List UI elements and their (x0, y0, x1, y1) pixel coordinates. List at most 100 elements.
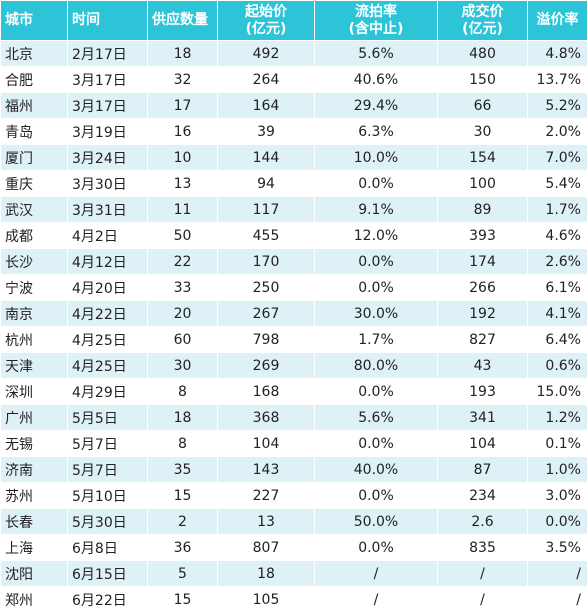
cell-city: 合肥 (0, 66, 68, 93)
cell-fail-rate: 5.6% (314, 40, 438, 67)
header-deal-price-line1: 成交价 (461, 3, 504, 20)
cell-deal-price: 66 (437, 92, 528, 119)
cell-premium: 5.2% (527, 92, 587, 119)
cell-deal-price: / (437, 586, 528, 613)
cell-deal-price: 835 (437, 534, 528, 561)
cell-premium: 5.4% (527, 170, 587, 197)
cell-premium: 3.0% (527, 482, 587, 509)
cell-supply: 32 (147, 66, 218, 93)
cell-deal-price: 174 (437, 248, 528, 275)
cell-deal-price: 192 (437, 300, 528, 327)
cell-fail-rate: 1.7% (314, 326, 438, 353)
table-row: 青岛 3月19日 16 39 6.3% 30 2.0% (0, 118, 587, 145)
cell-date: 6月15日 (67, 560, 148, 587)
table-row: 合肥 3月17日 32 264 40.6% 150 13.7% (0, 66, 587, 93)
cell-supply: 16 (147, 118, 218, 145)
cell-premium: 0.6% (527, 352, 587, 379)
table-row: 上海 6月8日 36 807 0.0% 835 3.5% (0, 534, 587, 561)
cell-city: 深圳 (0, 378, 68, 405)
header-city: 城市 (0, 0, 68, 41)
cell-date: 3月17日 (67, 66, 148, 93)
cell-date: 3月31日 (67, 196, 148, 223)
header-fail-rate: 流拍率 (含中止) (314, 0, 438, 41)
table-row: 天津 4月25日 30 269 80.0% 43 0.6% (0, 352, 587, 379)
cell-date: 3月17日 (67, 92, 148, 119)
cell-city: 青岛 (0, 118, 68, 145)
cell-date: 5月7日 (67, 456, 148, 483)
cell-city: 武汉 (0, 196, 68, 223)
cell-premium: 1.0% (527, 456, 587, 483)
cell-premium: 0.0% (527, 508, 587, 535)
cell-start-price: 143 (217, 456, 315, 483)
cell-start-price: 269 (217, 352, 315, 379)
table-row: 北京 2月17日 18 492 5.6% 480 4.8% (0, 40, 587, 67)
table-row: 长春 5月30日 2 13 50.0% 2.6 0.0% (0, 508, 587, 535)
header-deal-price-line2: (亿元) (462, 20, 503, 37)
cell-start-price: 798 (217, 326, 315, 353)
table-header-row: 城市 时间 供应数量 起始价 (亿元) 流拍率 (含中止) 成交价 (亿元) 溢… (0, 0, 587, 41)
cell-deal-price: 87 (437, 456, 528, 483)
table-row: 福州 3月17日 17 164 29.4% 66 5.2% (0, 92, 587, 119)
cell-start-price: 807 (217, 534, 315, 561)
cell-supply: 13 (147, 170, 218, 197)
cell-date: 4月29日 (67, 378, 148, 405)
cell-fail-rate: 80.0% (314, 352, 438, 379)
cell-start-price: 267 (217, 300, 315, 327)
table-row: 宁波 4月20日 33 250 0.0% 266 6.1% (0, 274, 587, 301)
cell-premium: 2.0% (527, 118, 587, 145)
cell-city: 上海 (0, 534, 68, 561)
cell-premium: 6.4% (527, 326, 587, 353)
cell-fail-rate: 0.0% (314, 482, 438, 509)
cell-date: 5月5日 (67, 404, 148, 431)
header-fail-rate-line1: 流拍率 (355, 3, 397, 20)
cell-date: 5月7日 (67, 430, 148, 457)
cell-start-price: 117 (217, 196, 315, 223)
cell-fail-rate: 0.0% (314, 430, 438, 457)
cell-premium: / (527, 586, 587, 613)
cell-start-price: 455 (217, 222, 315, 249)
cell-start-price: 18 (217, 560, 315, 587)
cell-supply: 36 (147, 534, 218, 561)
cell-deal-price: 341 (437, 404, 528, 431)
cell-city: 长沙 (0, 248, 68, 275)
cell-start-price: 264 (217, 66, 315, 93)
cell-start-price: 39 (217, 118, 315, 145)
cell-premium: / (527, 560, 587, 587)
cell-fail-rate: / (314, 560, 438, 587)
cell-supply: 50 (147, 222, 218, 249)
cell-fail-rate: 9.1% (314, 196, 438, 223)
cell-city: 成都 (0, 222, 68, 249)
cell-fail-rate: 0.0% (314, 248, 438, 275)
table-row: 重庆 3月30日 13 94 0.0% 100 5.4% (0, 170, 587, 197)
table-body: 北京 2月17日 18 492 5.6% 480 4.8% 合肥 3月17日 32 264 40.6%… (0, 40, 587, 613)
cell-premium: 6.1% (527, 274, 587, 301)
cell-date: 3月19日 (67, 118, 148, 145)
cell-deal-price: 150 (437, 66, 528, 93)
table-row: 苏州 5月10日 15 227 0.0% 234 3.0% (0, 482, 587, 509)
cell-premium: 7.0% (527, 144, 587, 171)
cell-supply: 60 (147, 326, 218, 353)
table-row: 无锡 5月7日 8 104 0.0% 104 0.1% (0, 430, 587, 457)
cell-city: 广州 (0, 404, 68, 431)
cell-city: 长春 (0, 508, 68, 535)
cell-date: 5月10日 (67, 482, 148, 509)
cell-fail-rate: 12.0% (314, 222, 438, 249)
cell-supply: 33 (147, 274, 218, 301)
cell-deal-price: 104 (437, 430, 528, 457)
table-row: 郑州 6月22日 15 105// / (0, 586, 587, 613)
cell-date: 4月2日 (67, 222, 148, 249)
cell-deal-price: 30 (437, 118, 528, 145)
header-start-price: 起始价 (亿元) (217, 0, 315, 41)
cell-premium: 2.6% (527, 248, 587, 275)
cell-fail-rate: 0.0% (314, 170, 438, 197)
table-row: 深圳 4月29日 8 168 0.0% 193 15.0% (0, 378, 587, 405)
cell-fail-rate: 40.0% (314, 456, 438, 483)
cell-fail-rate: 0.0% (314, 378, 438, 405)
cell-city: 沈阳 (0, 560, 68, 587)
cell-deal-price: 154 (437, 144, 528, 171)
cell-supply: 30 (147, 352, 218, 379)
cell-fail-rate: 6.3% (314, 118, 438, 145)
cell-city: 天津 (0, 352, 68, 379)
table-row: 济南 5月7日 35 143 40.0% 87 1.0% (0, 456, 587, 483)
header-fail-rate-line2: (含中止) (348, 20, 404, 37)
